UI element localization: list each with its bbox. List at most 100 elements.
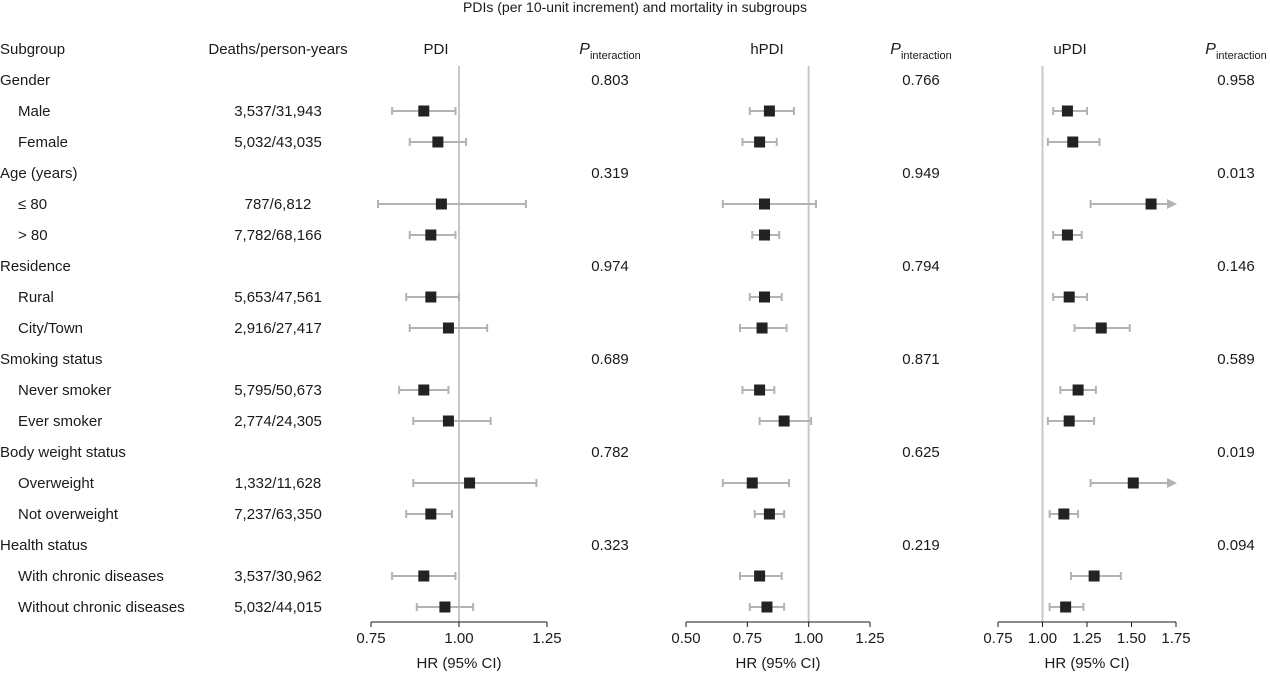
point-estimate-marker [1127, 477, 1139, 489]
point-estimate-marker [1061, 229, 1073, 241]
subgroup-label: Overweight [18, 475, 95, 492]
hazard-ratio-estimate [1089, 198, 1177, 210]
point-estimate-marker [418, 105, 430, 117]
p-interaction-value: 0.323 [591, 537, 629, 554]
p-interaction-value: 0.974 [591, 258, 629, 275]
x-tick-label: 0.75 [733, 630, 762, 647]
hazard-ratio-estimate [398, 384, 450, 396]
point-estimate-marker [425, 508, 437, 520]
point-estimate-marker [439, 601, 451, 613]
x-axis-label: HR (95% CI) [735, 655, 820, 672]
point-estimate-marker [754, 136, 766, 148]
panel-title: uPDI [1053, 41, 1086, 58]
subgroup-rows: Gender Male 3,537/31,943 Female 5,032/43,035… [0, 72, 322, 616]
hazard-ratio-estimate [748, 291, 783, 303]
subgroup-label: > 80 [18, 227, 48, 244]
p-interaction-value: 0.794 [902, 258, 940, 275]
point-estimate-marker [759, 198, 771, 210]
subgroup-label: Not overweight [18, 506, 119, 523]
x-tick-label: 1.25 [532, 630, 561, 647]
x-tick-label: 1.00 [1028, 630, 1057, 647]
forest-panels: PDI Pinteraction 0.75 1.00 1.25 HR (95% CI) 0.… [356, 41, 1266, 672]
hazard-ratio-estimate [405, 291, 460, 303]
hazard-ratio-estimate [758, 415, 813, 427]
x-tick-label: 0.75 [983, 630, 1012, 647]
p-interaction-value: 0.803 [591, 72, 629, 89]
p-interaction-value: 0.625 [902, 444, 940, 461]
subgroup-category-label: Age (years) [0, 165, 78, 182]
deaths-person-years-value: 5,795/50,673 [234, 382, 322, 399]
forest-panel-hpdi: hPDI Pinteraction 0.50 0.75 1.00 1.25 HR (95% … [671, 41, 951, 672]
subgroup-category-label: Health status [0, 537, 88, 554]
subgroup-label: City/Town [18, 320, 83, 337]
x-tick-label: 1.25 [855, 630, 884, 647]
subgroup-label: With chronic diseases [18, 568, 164, 585]
subgroup-label: Rural [18, 289, 54, 306]
subgroup-header-row: Body weight status [0, 444, 126, 461]
p-interaction-value: 0.766 [902, 72, 940, 89]
hazard-ratio-estimate [1089, 477, 1177, 489]
hazard-ratio-estimate [1048, 601, 1085, 613]
hazard-ratio-estimate [412, 477, 538, 489]
x-tick-label: 1.00 [794, 630, 823, 647]
p-interaction-value: 0.871 [902, 351, 940, 368]
hazard-ratio-estimate [751, 229, 781, 241]
subgroup-header-row: Age (years) [0, 165, 78, 182]
x-tick-label: 0.50 [671, 630, 700, 647]
hazard-ratio-estimate [1046, 415, 1096, 427]
ci-arrow-icon [1167, 199, 1177, 209]
subgroup-header-row: Gender [0, 72, 50, 89]
point-estimate-marker [464, 477, 476, 489]
hazard-ratio-estimate [1059, 384, 1097, 396]
hazard-ratio-estimate [1052, 105, 1088, 117]
point-estimate-marker [761, 601, 773, 613]
point-estimate-marker [1067, 136, 1079, 148]
hazard-ratio-estimate [748, 105, 795, 117]
hazard-ratio-estimate [408, 322, 489, 334]
hazard-ratio-estimate [377, 198, 527, 210]
subgroup-label: ≤ 80 [18, 196, 47, 213]
p-interaction-value: 0.949 [902, 165, 940, 182]
hazard-ratio-estimate [1052, 229, 1083, 241]
deaths-person-years-value: 5,653/47,561 [234, 289, 322, 306]
subgroup-row: With chronic diseases 3,537/30,962 [18, 568, 322, 585]
subgroup-row: Male 3,537/31,943 [18, 103, 322, 120]
point-estimate-marker [1063, 415, 1075, 427]
point-estimate-marker [763, 508, 775, 520]
deaths-person-years-value: 3,537/31,943 [234, 103, 322, 120]
x-tick-label: 1.00 [444, 630, 473, 647]
deaths-person-years-value: 1,332/11,628 [235, 475, 321, 492]
point-estimate-marker [425, 291, 437, 303]
subgroup-label: Female [18, 134, 68, 151]
figure-title: PDIs (per 10-unit increment) and mortali… [463, 0, 807, 15]
deaths-column-header: Deaths/person-years [208, 41, 347, 58]
subgroup-label: Without chronic diseases [18, 599, 185, 616]
hazard-ratio-estimate [412, 415, 492, 427]
p-interaction-value: 0.689 [591, 351, 629, 368]
hazard-ratio-estimate [1069, 570, 1122, 582]
subgroup-header-row: Smoking status [0, 351, 103, 368]
hazard-ratio-estimate [391, 105, 457, 117]
deaths-person-years-value: 787/6,812 [245, 196, 312, 213]
point-estimate-marker [754, 570, 766, 582]
subgroup-row: Not overweight 7,237/63,350 [18, 506, 322, 523]
point-estimate-marker [1063, 291, 1075, 303]
panel-title: PDI [423, 41, 448, 58]
point-estimate-marker [1145, 198, 1157, 210]
hazard-ratio-estimate [1046, 136, 1101, 148]
subgroup-header-row: Health status [0, 537, 88, 554]
subgroup-label: Ever smoker [18, 413, 102, 430]
subgroup-row: Without chronic diseases 5,032/44,015 [18, 599, 322, 616]
hazard-ratio-estimate [753, 508, 786, 520]
hazard-ratio-estimate [405, 508, 453, 520]
subgroup-column-header: Subgroup [0, 41, 65, 58]
p-interaction-value: 0.782 [591, 444, 629, 461]
point-estimate-marker [442, 415, 454, 427]
hazard-ratio-estimate [1052, 291, 1088, 303]
hazard-ratio-estimate [738, 570, 783, 582]
point-estimate-marker [746, 477, 758, 489]
deaths-person-years-value: 2,774/24,305 [234, 413, 322, 430]
point-estimate-marker [432, 136, 444, 148]
hazard-ratio-estimate [408, 136, 468, 148]
panel-title: hPDI [750, 41, 783, 58]
